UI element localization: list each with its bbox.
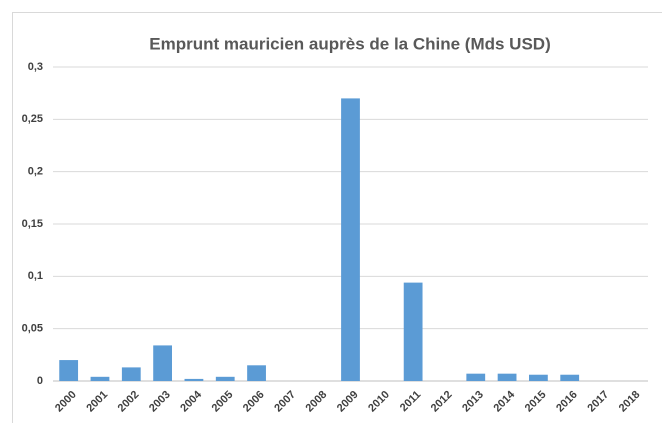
y-tick-label: 0 xyxy=(37,375,43,387)
y-tick-label: 0,15 xyxy=(22,218,43,230)
bar xyxy=(341,98,360,382)
x-tick-label: 2009 xyxy=(335,389,361,415)
bar xyxy=(90,376,110,381)
y-tick-label: 0,3 xyxy=(28,61,43,73)
bar xyxy=(497,373,517,381)
x-tick-label: 2011 xyxy=(398,389,423,414)
x-tick-label: 2001 xyxy=(84,389,110,415)
x-tick-label: 2005 xyxy=(210,389,236,415)
x-tick-label: 2003 xyxy=(147,389,173,415)
x-tick-label: 2002 xyxy=(116,389,142,415)
y-tick-label: 0,2 xyxy=(28,166,43,178)
bar xyxy=(247,365,266,381)
bar xyxy=(466,373,486,381)
bar xyxy=(153,345,172,381)
bar xyxy=(215,376,235,381)
y-tick-label: 0,1 xyxy=(28,270,43,282)
x-tick-label: 2015 xyxy=(523,389,549,415)
chart-title: Emprunt mauricien auprès de la Chine (Md… xyxy=(149,34,550,53)
chart-frame xyxy=(12,12,662,423)
x-tick-label: 2012 xyxy=(429,389,455,415)
x-tick-label: 2007 xyxy=(272,389,298,415)
x-tick-label: 2006 xyxy=(241,389,267,415)
y-tick-label: 0,25 xyxy=(22,113,43,125)
x-tick-label: 2013 xyxy=(460,389,486,415)
bar xyxy=(403,282,423,381)
y-tick-label: 0,05 xyxy=(22,323,43,335)
x-tick-label: 2004 xyxy=(178,388,204,414)
x-tick-label: 2000 xyxy=(53,389,79,415)
x-tick-label: 2014 xyxy=(491,388,517,414)
x-tick-label: 2010 xyxy=(366,389,392,415)
bar xyxy=(59,360,79,381)
bar xyxy=(560,374,580,381)
bar xyxy=(184,378,204,381)
bar xyxy=(529,374,548,381)
x-tick-label: 2017 xyxy=(585,389,611,415)
x-tick-label: 2016 xyxy=(554,389,580,415)
x-tick-label: 2008 xyxy=(304,389,330,415)
x-tick-label: 2018 xyxy=(617,389,643,415)
bar xyxy=(121,367,141,381)
